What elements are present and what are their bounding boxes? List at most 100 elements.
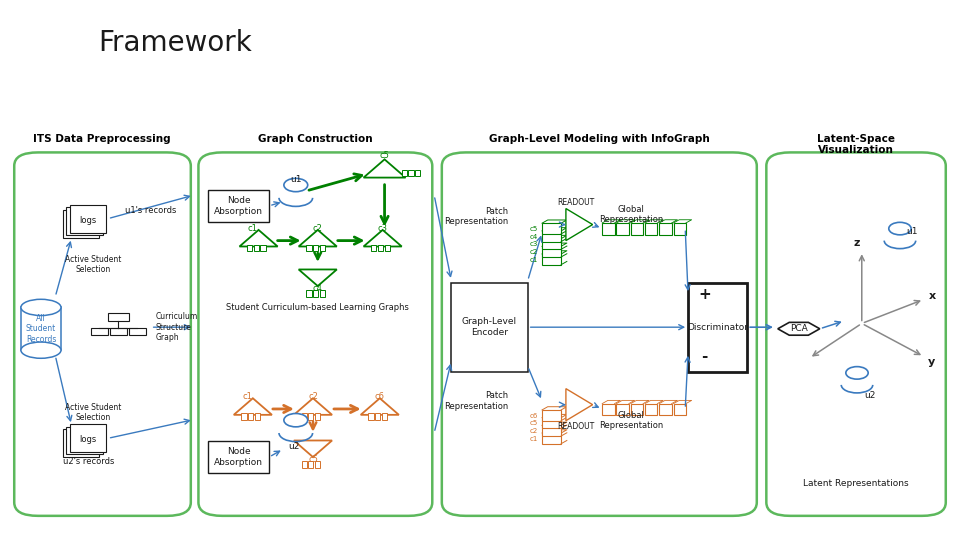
- Text: Node
Absorption: Node Absorption: [214, 447, 263, 467]
- Text: Active Student
Selection: Active Student Selection: [65, 255, 122, 274]
- Text: x: x: [929, 291, 936, 301]
- Bar: [415, 170, 420, 176]
- Bar: [66, 427, 103, 454]
- Text: c6: c6: [374, 392, 385, 401]
- Bar: [382, 413, 387, 420]
- Bar: [247, 245, 252, 251]
- Text: Graph-Level Modeling with InfoGraph: Graph-Level Modeling with InfoGraph: [489, 134, 709, 144]
- Bar: [306, 245, 312, 251]
- Bar: [645, 223, 658, 235]
- Bar: [315, 413, 320, 420]
- Bar: [308, 461, 314, 468]
- Polygon shape: [294, 441, 332, 457]
- Text: Latent Representations: Latent Representations: [804, 480, 909, 488]
- Bar: [602, 223, 614, 235]
- Ellipse shape: [21, 342, 61, 359]
- Text: c1: c1: [530, 257, 539, 263]
- Text: Graph Construction: Graph Construction: [257, 134, 372, 144]
- Bar: [378, 245, 383, 251]
- Text: u1: u1: [906, 227, 918, 236]
- Bar: [542, 426, 562, 436]
- Bar: [308, 413, 314, 420]
- Bar: [401, 170, 407, 176]
- Bar: [542, 246, 562, 257]
- Bar: [542, 433, 562, 444]
- Polygon shape: [239, 230, 277, 246]
- FancyBboxPatch shape: [766, 152, 946, 516]
- Bar: [63, 429, 99, 457]
- Text: Active Student
Selection: Active Student Selection: [65, 403, 122, 422]
- Text: u2: u2: [865, 391, 876, 400]
- Text: c2: c2: [530, 249, 539, 255]
- Bar: [542, 231, 562, 241]
- Bar: [129, 328, 146, 335]
- Text: +: +: [698, 287, 710, 301]
- Polygon shape: [364, 159, 405, 178]
- Text: Global
Representation: Global Representation: [599, 411, 663, 430]
- Bar: [660, 223, 672, 235]
- FancyBboxPatch shape: [442, 152, 756, 516]
- Bar: [369, 413, 373, 420]
- Bar: [660, 403, 672, 415]
- Bar: [69, 424, 106, 452]
- Text: -: -: [701, 349, 708, 364]
- Text: u2: u2: [288, 442, 300, 451]
- Text: Patch
Representation: Patch Representation: [444, 392, 509, 410]
- Bar: [208, 441, 269, 473]
- Bar: [301, 413, 307, 420]
- Polygon shape: [565, 389, 592, 421]
- Text: c2: c2: [530, 428, 539, 434]
- Text: c1: c1: [242, 392, 252, 401]
- Bar: [542, 239, 562, 249]
- Bar: [631, 223, 643, 235]
- Bar: [108, 313, 129, 321]
- Text: logs: logs: [79, 217, 96, 225]
- Text: ITS Data Preprocessing: ITS Data Preprocessing: [34, 134, 171, 144]
- Text: Latent-Space
Visualization: Latent-Space Visualization: [817, 133, 895, 155]
- Text: c3: c3: [377, 224, 388, 233]
- Text: c5: c5: [308, 455, 318, 464]
- Circle shape: [284, 178, 308, 192]
- Bar: [315, 461, 320, 468]
- Text: logs: logs: [79, 435, 96, 444]
- Bar: [208, 190, 269, 222]
- Bar: [372, 245, 376, 251]
- Bar: [602, 403, 614, 415]
- Bar: [66, 207, 103, 235]
- Bar: [542, 410, 562, 421]
- Text: u2's records: u2's records: [63, 457, 114, 466]
- Ellipse shape: [21, 299, 61, 315]
- Bar: [63, 210, 99, 238]
- Bar: [306, 291, 312, 296]
- Bar: [542, 254, 562, 265]
- Bar: [616, 403, 629, 415]
- Text: Discriminator: Discriminator: [687, 323, 748, 332]
- Text: z: z: [853, 238, 860, 248]
- Bar: [69, 205, 106, 233]
- Text: c3: c3: [530, 241, 539, 247]
- Bar: [631, 403, 643, 415]
- Text: u1: u1: [290, 174, 301, 184]
- Text: c6: c6: [530, 413, 539, 419]
- Polygon shape: [294, 399, 332, 415]
- Circle shape: [889, 222, 911, 235]
- Text: c5: c5: [530, 226, 539, 232]
- Bar: [260, 245, 266, 251]
- Text: c5: c5: [379, 151, 390, 160]
- Bar: [21, 307, 61, 350]
- Polygon shape: [565, 208, 592, 241]
- Bar: [616, 223, 629, 235]
- Text: Global
Representation: Global Representation: [599, 205, 663, 224]
- FancyBboxPatch shape: [199, 152, 432, 516]
- Bar: [241, 413, 247, 420]
- Bar: [542, 417, 562, 428]
- Text: Patch
Representation: Patch Representation: [444, 207, 509, 226]
- Polygon shape: [364, 230, 401, 246]
- Text: Framework: Framework: [98, 30, 252, 57]
- Text: PCA: PCA: [790, 325, 807, 333]
- Bar: [542, 223, 562, 234]
- Text: Node
Absorption: Node Absorption: [214, 196, 263, 215]
- Bar: [254, 413, 260, 420]
- Text: c4: c4: [530, 234, 539, 240]
- Bar: [645, 403, 658, 415]
